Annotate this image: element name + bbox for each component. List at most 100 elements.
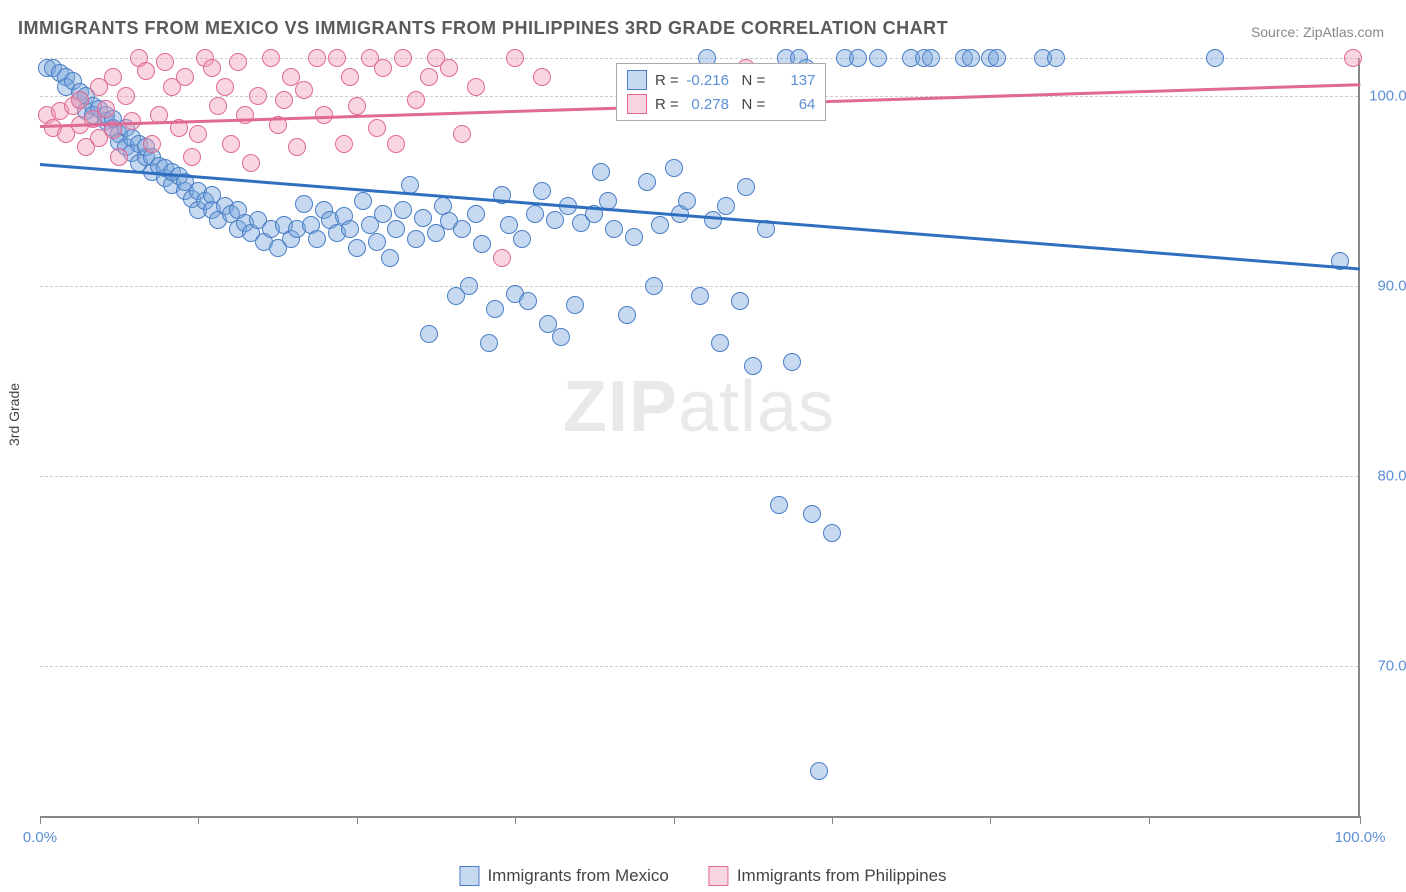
data-point: [744, 357, 762, 375]
data-point: [348, 97, 366, 115]
legend-item: Immigrants from Mexico: [459, 866, 668, 886]
data-point: [341, 220, 359, 238]
x-tick-label: 100.0%: [1335, 829, 1386, 846]
data-point: [387, 220, 405, 238]
x-tick: [1149, 816, 1150, 824]
data-point: [486, 300, 504, 318]
data-point: [962, 49, 980, 67]
gridline: [40, 476, 1358, 477]
x-tick: [198, 816, 199, 824]
data-point: [618, 306, 636, 324]
x-tick: [674, 816, 675, 824]
data-point: [533, 68, 551, 86]
legend-stats: R = -0.216 N = 137: [655, 72, 815, 89]
data-point: [691, 287, 709, 305]
data-point: [731, 292, 749, 310]
data-point: [704, 211, 722, 229]
data-point: [222, 135, 240, 153]
data-point: [123, 112, 141, 130]
data-point: [605, 220, 623, 238]
source-attribution: Source: ZipAtlas.com: [1251, 24, 1384, 40]
data-point: [262, 49, 280, 67]
gridline: [40, 666, 1358, 667]
data-point: [368, 119, 386, 137]
source-label: Source:: [1251, 24, 1299, 40]
data-point: [849, 49, 867, 67]
data-point: [97, 100, 115, 118]
data-point: [526, 205, 544, 223]
data-point: [189, 125, 207, 143]
correlation-legend: R = -0.216 N = 137 R = 0.278 N = 64: [616, 63, 826, 121]
data-point: [467, 78, 485, 96]
legend-swatch: [459, 866, 479, 886]
data-point: [440, 59, 458, 77]
data-point: [453, 220, 471, 238]
data-point: [110, 148, 128, 166]
data-point: [519, 292, 537, 310]
data-point: [592, 163, 610, 181]
legend-bottom: Immigrants from Mexico Immigrants from Ph…: [459, 866, 946, 886]
data-point: [71, 91, 89, 109]
data-point: [374, 205, 392, 223]
x-tick: [357, 816, 358, 824]
data-point: [374, 59, 392, 77]
data-point: [783, 353, 801, 371]
data-point: [717, 197, 735, 215]
legend-label: Immigrants from Philippines: [737, 866, 947, 886]
data-point: [209, 97, 227, 115]
x-tick: [40, 816, 41, 824]
data-point: [407, 91, 425, 109]
data-point: [137, 62, 155, 80]
data-point: [638, 173, 656, 191]
data-point: [988, 49, 1006, 67]
data-point: [1206, 49, 1224, 67]
data-point: [546, 211, 564, 229]
data-point: [368, 233, 386, 251]
x-tick: [990, 816, 991, 824]
data-point: [229, 53, 247, 71]
data-point: [552, 328, 570, 346]
data-point: [678, 192, 696, 210]
data-point: [453, 125, 471, 143]
y-axis-label: 3rd Grade: [6, 383, 22, 446]
legend-row: R = 0.278 N = 64: [617, 92, 825, 116]
legend-item: Immigrants from Philippines: [709, 866, 947, 886]
data-point: [420, 325, 438, 343]
data-point: [143, 135, 161, 153]
data-point: [566, 296, 584, 314]
data-point: [869, 49, 887, 67]
source-link[interactable]: ZipAtlas.com: [1303, 24, 1384, 40]
data-point: [308, 49, 326, 67]
data-point: [506, 49, 524, 67]
data-point: [770, 496, 788, 514]
data-point: [117, 87, 135, 105]
data-point: [407, 230, 425, 248]
data-point: [308, 230, 326, 248]
data-point: [387, 135, 405, 153]
data-point: [493, 249, 511, 267]
data-point: [460, 277, 478, 295]
data-point: [533, 182, 551, 200]
data-point: [1047, 49, 1065, 67]
y-tick-label: 100.0%: [1369, 88, 1406, 105]
x-tick-label: 0.0%: [23, 829, 57, 846]
data-point: [665, 159, 683, 177]
legend-label: Immigrants from Mexico: [487, 866, 668, 886]
data-point: [823, 524, 841, 542]
data-point: [651, 216, 669, 234]
data-point: [467, 205, 485, 223]
legend-swatch: [627, 70, 647, 90]
data-point: [420, 68, 438, 86]
data-point: [288, 138, 306, 156]
x-tick: [515, 816, 516, 824]
data-point: [922, 49, 940, 67]
data-point: [156, 53, 174, 71]
legend-swatch: [627, 94, 647, 114]
data-point: [176, 68, 194, 86]
data-point: [803, 505, 821, 523]
data-point: [394, 49, 412, 67]
scatter-chart: ZIPatlas 70.0%80.0%90.0%100.0%0.0%100.0%…: [40, 58, 1360, 818]
data-point: [354, 192, 372, 210]
data-point: [394, 201, 412, 219]
data-point: [348, 239, 366, 257]
